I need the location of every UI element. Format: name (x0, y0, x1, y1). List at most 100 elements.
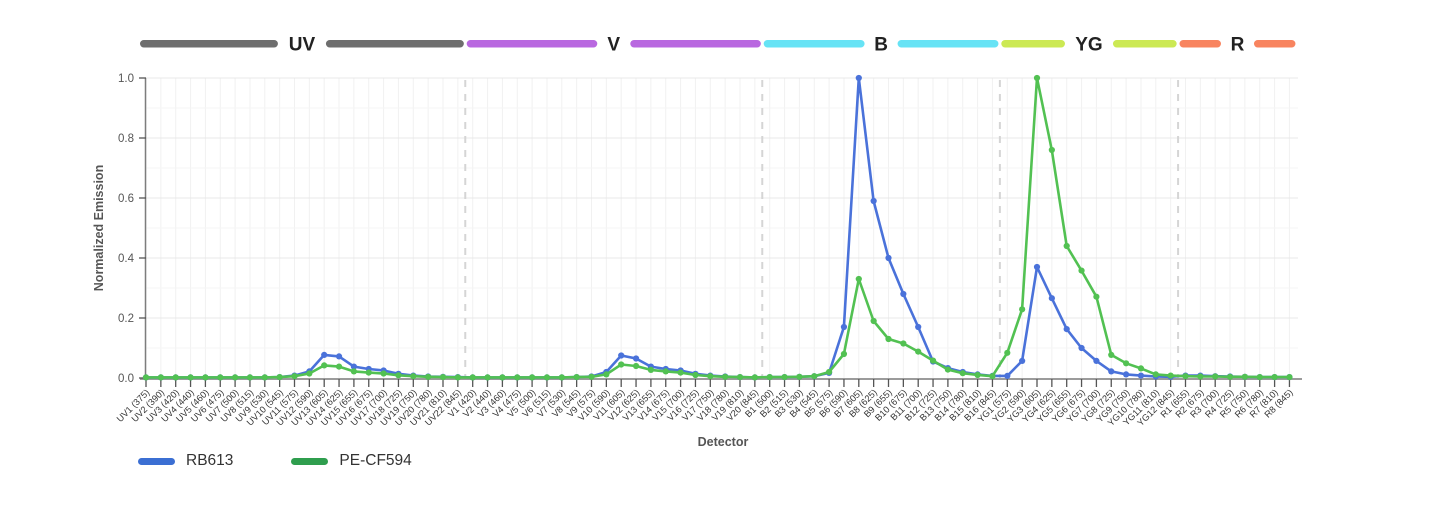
data-point-rb613[interactable] (1137, 372, 1145, 379)
data-point-rb613[interactable] (855, 74, 862, 82)
data-point-pe-cf594[interactable] (588, 373, 595, 380)
data-point-rb613[interactable] (321, 351, 328, 358)
data-point-pe-cf594[interactable] (306, 370, 313, 377)
data-point-pe-cf594[interactable] (944, 366, 952, 373)
data-point-pe-cf594[interactable] (439, 374, 447, 381)
data-point-rb613[interactable] (1093, 357, 1100, 364)
data-point-pe-cf594[interactable] (395, 372, 402, 379)
data-point-pe-cf594[interactable] (1123, 360, 1130, 367)
data-point-rb613[interactable] (618, 352, 625, 359)
data-point-pe-cf594[interactable] (826, 368, 833, 376)
data-point-pe-cf594[interactable] (529, 374, 536, 381)
data-point-pe-cf594[interactable] (1152, 371, 1159, 378)
data-point-rb613[interactable] (1033, 263, 1041, 271)
data-point-rb613[interactable] (335, 353, 343, 360)
data-point-pe-cf594[interactable] (1137, 365, 1145, 372)
data-point-rb613[interactable] (870, 197, 877, 205)
data-point-pe-cf594[interactable] (618, 361, 625, 368)
data-point-pe-cf594[interactable] (722, 373, 729, 380)
data-point-pe-cf594[interactable] (989, 373, 996, 380)
data-point-pe-cf594[interactable] (1256, 374, 1263, 381)
data-point-rb613[interactable] (900, 290, 907, 298)
data-point-pe-cf594[interactable] (1093, 293, 1100, 300)
data-point-pe-cf594[interactable] (1241, 373, 1248, 380)
data-point-pe-cf594[interactable] (1226, 373, 1234, 380)
data-point-rb613[interactable] (1123, 371, 1130, 378)
data-point-pe-cf594[interactable] (662, 368, 669, 375)
data-point-rb613[interactable] (915, 323, 922, 331)
data-point-pe-cf594[interactable] (1048, 146, 1055, 154)
data-point-pe-cf594[interactable] (187, 374, 194, 381)
data-point-pe-cf594[interactable] (1182, 373, 1189, 380)
data-point-pe-cf594[interactable] (959, 370, 966, 377)
data-point-pe-cf594[interactable] (514, 374, 521, 381)
data-point-pe-cf594[interactable] (1033, 74, 1041, 82)
data-point-pe-cf594[interactable] (855, 275, 862, 283)
data-point-pe-cf594[interactable] (974, 371, 981, 379)
data-point-pe-cf594[interactable] (1078, 267, 1085, 274)
data-point-pe-cf594[interactable] (573, 374, 580, 381)
data-point-rb613[interactable] (632, 355, 640, 362)
legend-item-pe-cf594[interactable]: PE-CF594 (291, 452, 412, 470)
data-point-pe-cf594[interactable] (291, 373, 298, 380)
data-point-pe-cf594[interactable] (172, 374, 179, 381)
data-point-rb613[interactable] (1048, 295, 1055, 302)
data-point-pe-cf594[interactable] (647, 366, 655, 373)
data-point-pe-cf594[interactable] (840, 350, 848, 358)
data-point-pe-cf594[interactable] (380, 370, 387, 377)
data-point-pe-cf594[interactable] (469, 374, 476, 381)
data-point-pe-cf594[interactable] (261, 374, 268, 381)
data-point-pe-cf594[interactable] (142, 374, 150, 381)
data-point-pe-cf594[interactable] (751, 374, 758, 381)
data-point-pe-cf594[interactable] (1063, 242, 1070, 250)
data-point-pe-cf594[interactable] (900, 340, 907, 347)
data-point-rb613[interactable] (1019, 357, 1026, 364)
data-point-pe-cf594[interactable] (929, 357, 937, 364)
data-point-pe-cf594[interactable] (217, 374, 224, 381)
data-point-rb613[interactable] (840, 323, 848, 331)
data-point-pe-cf594[interactable] (410, 373, 417, 380)
data-point-pe-cf594[interactable] (870, 317, 877, 325)
data-point-pe-cf594[interactable] (885, 335, 892, 343)
data-point-pe-cf594[interactable] (157, 374, 164, 381)
data-point-pe-cf594[interactable] (766, 374, 773, 381)
data-point-pe-cf594[interactable] (558, 374, 565, 381)
data-point-pe-cf594[interactable] (499, 374, 506, 381)
data-point-pe-cf594[interactable] (603, 371, 610, 378)
data-point-rb613[interactable] (1108, 368, 1115, 375)
data-point-pe-cf594[interactable] (781, 374, 788, 381)
data-point-pe-cf594[interactable] (1271, 374, 1278, 381)
data-point-pe-cf594[interactable] (335, 363, 343, 370)
data-point-pe-cf594[interactable] (692, 371, 699, 379)
data-point-pe-cf594[interactable] (915, 348, 922, 355)
data-point-pe-cf594[interactable] (425, 373, 432, 380)
data-point-rb613[interactable] (885, 254, 892, 262)
data-point-pe-cf594[interactable] (246, 374, 254, 381)
data-point-pe-cf594[interactable] (365, 369, 372, 376)
data-point-pe-cf594[interactable] (321, 362, 328, 369)
data-point-pe-cf594[interactable] (796, 373, 803, 380)
data-point-pe-cf594[interactable] (484, 374, 491, 381)
data-point-rb613[interactable] (350, 363, 357, 370)
data-point-pe-cf594[interactable] (811, 373, 818, 380)
legend-item-rb613[interactable]: RB613 (138, 452, 233, 470)
data-point-pe-cf594[interactable] (232, 374, 239, 381)
data-point-pe-cf594[interactable] (677, 369, 684, 376)
data-point-pe-cf594[interactable] (1004, 349, 1011, 356)
data-point-pe-cf594[interactable] (543, 374, 551, 381)
data-point-pe-cf594[interactable] (1212, 373, 1219, 380)
data-point-pe-cf594[interactable] (736, 374, 744, 381)
data-point-pe-cf594[interactable] (1286, 374, 1293, 381)
data-point-pe-cf594[interactable] (707, 373, 714, 380)
data-point-pe-cf594[interactable] (1197, 373, 1204, 380)
data-point-pe-cf594[interactable] (1167, 372, 1174, 379)
data-point-pe-cf594[interactable] (350, 368, 357, 375)
data-point-pe-cf594[interactable] (1019, 306, 1026, 313)
data-point-pe-cf594[interactable] (202, 374, 209, 381)
data-point-rb613[interactable] (1078, 344, 1085, 352)
data-point-rb613[interactable] (1004, 372, 1011, 379)
data-point-pe-cf594[interactable] (454, 374, 461, 381)
data-point-rb613[interactable] (1063, 326, 1070, 333)
data-point-pe-cf594[interactable] (1108, 351, 1115, 358)
data-point-pe-cf594[interactable] (632, 362, 640, 370)
